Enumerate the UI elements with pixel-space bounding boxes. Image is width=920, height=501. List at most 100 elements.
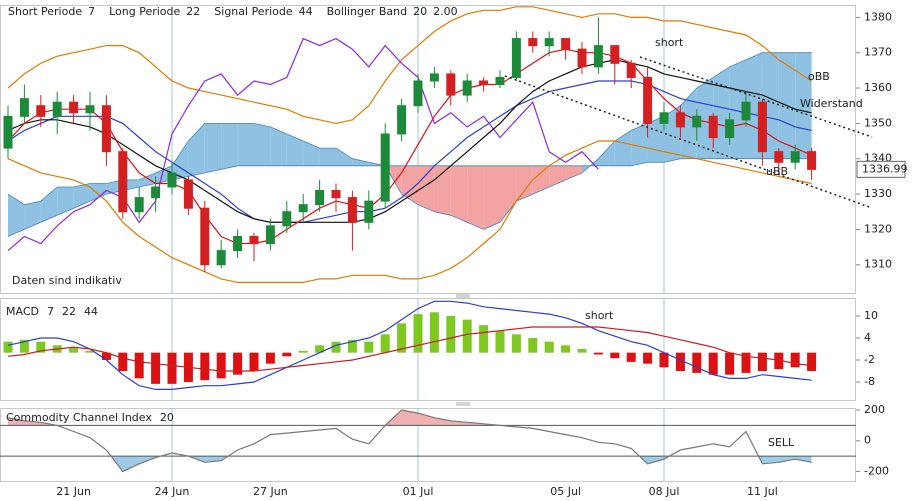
histogram-bar xyxy=(675,352,685,372)
candle-body xyxy=(495,76,505,86)
candle-body xyxy=(807,151,817,170)
annotation: short xyxy=(585,309,614,322)
histogram-bar xyxy=(216,352,226,379)
cloud xyxy=(434,165,451,216)
candle-body xyxy=(364,200,374,223)
candle-body xyxy=(544,38,554,47)
histogram-bar xyxy=(561,345,571,353)
histogram-bar xyxy=(626,352,636,362)
panel-frames xyxy=(0,5,856,482)
cloud xyxy=(24,201,41,230)
histogram-bar xyxy=(544,341,554,353)
candle-body xyxy=(511,38,521,78)
cloud-span-a xyxy=(7,52,812,230)
legend-text: Short Periode xyxy=(8,5,82,18)
y-tick-label: 1320 xyxy=(864,222,892,235)
y-tick-label: 1380 xyxy=(864,10,892,23)
candle-body xyxy=(183,179,193,209)
histogram-bar xyxy=(659,352,669,368)
candle-body xyxy=(446,73,456,96)
indicator-line xyxy=(7,48,812,245)
cloud xyxy=(467,165,484,230)
histogram-bar xyxy=(233,352,243,375)
histogram-bar xyxy=(118,352,128,372)
histogram-bar xyxy=(725,352,735,375)
cloud xyxy=(483,165,500,230)
price-tag xyxy=(856,160,906,178)
cloud-span-b xyxy=(7,158,812,237)
histogram-bar xyxy=(479,325,489,353)
histogram-bar xyxy=(298,350,308,353)
macd-frame xyxy=(0,298,856,401)
cci-line xyxy=(7,409,812,473)
histogram-bar xyxy=(643,352,653,364)
main-frame xyxy=(0,5,856,294)
legend-text: 44 xyxy=(299,5,313,18)
cloud xyxy=(286,133,304,166)
candle-body xyxy=(725,119,735,139)
candle-body xyxy=(167,172,177,188)
histogram-bar xyxy=(741,352,751,373)
x-tick-label: 27 Jun xyxy=(253,485,288,498)
histogram-bar xyxy=(397,323,407,353)
candle-body xyxy=(528,38,538,47)
candle-body xyxy=(380,133,390,202)
annotation: SELL xyxy=(768,436,795,449)
cloud xyxy=(565,165,582,180)
cloud xyxy=(795,52,812,159)
cci-upper-fill xyxy=(8,410,812,426)
y-tick-label: 1360 xyxy=(864,81,892,94)
histogram-bar xyxy=(429,312,439,353)
histogram-bar xyxy=(36,341,46,353)
cloud xyxy=(418,165,435,212)
histogram-bar xyxy=(364,341,374,353)
candle-body xyxy=(315,190,325,206)
candle-body xyxy=(19,98,29,117)
x-tick-label: 05 Jul xyxy=(550,485,581,498)
candle-body xyxy=(479,80,489,86)
cloud xyxy=(221,123,238,170)
cloud xyxy=(204,123,222,173)
y-tick-label: 1370 xyxy=(864,46,892,59)
candle-body xyxy=(151,186,161,199)
x-tick-label: 01 Jul xyxy=(403,485,434,498)
annotation: short xyxy=(655,36,684,49)
macd-line xyxy=(7,326,812,372)
cloud xyxy=(303,141,320,166)
y-tick-label: 200 xyxy=(864,403,885,416)
cloud xyxy=(516,165,533,202)
histogram-bar xyxy=(790,352,800,368)
candle-body xyxy=(708,115,718,139)
histogram-bar xyxy=(265,352,275,364)
cloud xyxy=(237,123,254,166)
cloud xyxy=(8,194,25,237)
cloud xyxy=(401,165,418,205)
histogram-bar xyxy=(69,347,79,353)
cloud xyxy=(549,165,566,187)
histogram-bar xyxy=(101,352,111,361)
histogram-bar xyxy=(593,352,603,355)
candle-body xyxy=(593,45,603,68)
macd-line xyxy=(7,300,812,390)
candle-body xyxy=(69,101,79,114)
histogram-bar xyxy=(610,352,620,359)
resistance-line xyxy=(639,56,873,138)
histogram-bar xyxy=(511,334,521,353)
cloud xyxy=(631,123,648,166)
candle-body xyxy=(233,235,243,252)
legend-text: Long Periode xyxy=(109,5,180,18)
candle-body xyxy=(331,190,341,199)
cloud xyxy=(254,123,271,166)
legend-text: Bollinger Band xyxy=(327,5,407,18)
candle-body xyxy=(36,105,46,117)
cci-frame xyxy=(0,408,856,482)
histogram-bar xyxy=(807,352,817,372)
cloud xyxy=(450,165,468,223)
annotation: oBB xyxy=(808,70,830,83)
histogram-bar xyxy=(774,352,784,370)
legend-text: MACD xyxy=(6,305,39,318)
trend-lines xyxy=(504,56,873,209)
support-line xyxy=(504,75,873,209)
y-tick-label: 1330 xyxy=(864,187,892,200)
